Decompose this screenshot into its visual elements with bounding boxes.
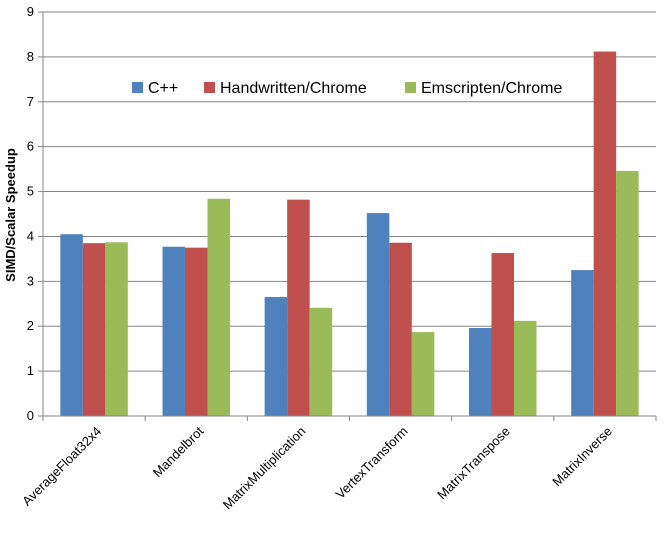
bar-emscripten-chrome-vertextransform: [411, 332, 435, 416]
bar-handwritten-chrome-averagefloat32x4: [82, 243, 106, 416]
bar-handwritten-chrome-mandelbrot: [185, 247, 208, 416]
bar-handwritten-chrome-matrixmultiplication: [287, 199, 310, 416]
bar-c--matrixinverse: [571, 270, 594, 416]
y-tick-label: 2: [27, 318, 34, 333]
bar-c--averagefloat32x4: [60, 234, 83, 416]
bar-emscripten-chrome-matrixmultiplication: [309, 307, 333, 416]
legend-swatch: [132, 82, 143, 93]
y-tick-label: 5: [27, 184, 34, 199]
y-tick-label: 4: [27, 228, 34, 243]
bar-c--matrixmultiplication: [264, 297, 288, 416]
y-tick-label: 3: [27, 273, 34, 288]
x-tick-label: VertexTransform: [332, 424, 410, 502]
legend: C++ Handwritten/Chrome Emscripten/Chrome: [132, 80, 562, 97]
x-tick-label: MatrixInverse: [549, 424, 615, 490]
x-tick-label: MatrixTranspose: [434, 424, 513, 503]
bar-handwritten-chrome-vertextransform: [389, 242, 412, 416]
bar-emscripten-chrome-matrixtranspose: [514, 320, 537, 416]
legend-label: Emscripten/Chrome: [421, 80, 562, 97]
y-tick-label: 9: [27, 4, 34, 19]
bar-handwritten-chrome-matrixinverse: [593, 51, 617, 416]
bar-c--mandelbrot: [162, 246, 185, 416]
y-tick-label: 6: [27, 139, 34, 154]
x-tick-label: Mandelbrot: [150, 423, 207, 480]
y-axis-title: SIMD/Scalar Speedup: [3, 148, 18, 282]
x-tick-label: AverageFloat32x4: [19, 424, 104, 509]
bar-emscripten-chrome-matrixinverse: [616, 170, 639, 416]
legend-label: Handwritten/Chrome: [220, 80, 367, 97]
legend-label: C++: [148, 80, 178, 97]
x-tick-label: MatrixMultiplication: [220, 424, 309, 513]
y-tick-label: 0: [27, 408, 34, 423]
bar-c--vertextransform: [366, 213, 390, 416]
y-tick-label: 7: [27, 94, 34, 109]
bar-emscripten-chrome-averagefloat32x4: [105, 242, 128, 416]
bar-c--matrixtranspose: [469, 328, 492, 416]
y-tick-label: 8: [27, 49, 34, 64]
bar-handwritten-chrome-matrixtranspose: [491, 253, 514, 416]
bars: [60, 51, 639, 416]
y-tick-label: 1: [27, 363, 34, 378]
gridlines: [43, 11, 656, 372]
legend-swatch: [405, 82, 416, 93]
bar-emscripten-chrome-mandelbrot: [207, 198, 230, 416]
legend-swatch: [204, 82, 215, 93]
